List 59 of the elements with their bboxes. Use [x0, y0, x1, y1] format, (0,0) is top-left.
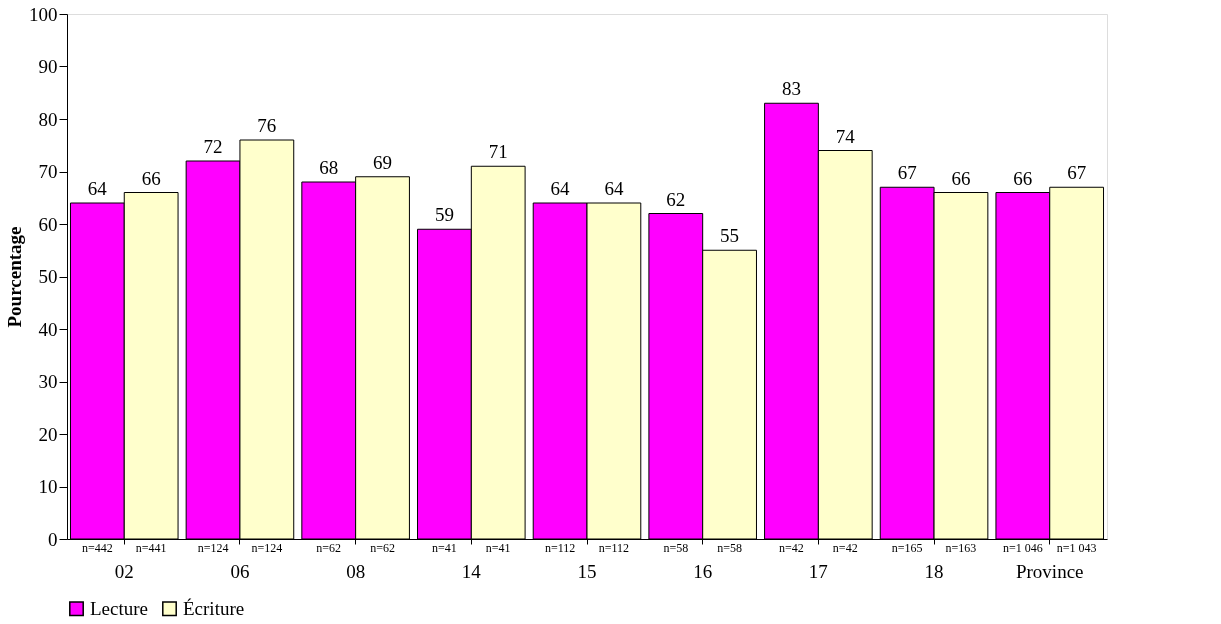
y-axis-title: Pourcentage	[4, 226, 25, 328]
data-label: 64	[604, 178, 624, 199]
data-label: 64	[87, 178, 108, 199]
y-tick-label: 60	[38, 213, 58, 235]
data-label: 66	[141, 167, 161, 189]
data-label: 66	[1013, 167, 1033, 189]
x-tick-label: 17	[808, 560, 828, 582]
data-label: 74	[835, 125, 856, 147]
x-tick-label: 02	[114, 560, 134, 582]
text: n=58	[717, 541, 742, 555]
x-tick-label: 08	[346, 560, 366, 582]
text: n=165	[891, 541, 923, 555]
text: n=42	[832, 541, 858, 555]
y-tick-label: 0	[48, 528, 58, 550]
data-label: 76	[257, 115, 277, 136]
data-label: 59	[434, 204, 454, 226]
data-label: 72	[203, 136, 223, 157]
text: n=62	[316, 541, 342, 555]
text: n=124	[197, 541, 229, 555]
data-label: 62	[666, 188, 686, 210]
text: n=441	[135, 541, 167, 555]
data-label: 69	[373, 151, 393, 173]
text: n=112	[544, 541, 576, 555]
data-label: 67	[1067, 162, 1087, 184]
data-label: 71	[488, 141, 508, 163]
data-label: 67	[897, 162, 917, 184]
legend-label: Écriture	[183, 597, 245, 619]
y-tick-label: 30	[38, 371, 58, 392]
x-tick-label: 16	[693, 560, 713, 582]
x-tick-label: 15	[577, 560, 597, 582]
y-tick-label: 10	[38, 476, 58, 497]
legend-label: Lecture	[90, 597, 149, 619]
x-tick-label: Province	[1015, 560, 1084, 582]
x-tick-label: 18	[924, 560, 944, 582]
text: n=62	[370, 541, 395, 555]
data-label: 64	[550, 178, 571, 199]
y-tick-label: 20	[38, 423, 58, 445]
y-tick-label: 70	[38, 161, 58, 182]
x-tick-label: 14	[461, 560, 482, 582]
text: n=41	[485, 541, 511, 555]
text: n=124	[251, 541, 283, 555]
y-tick-label: 50	[38, 266, 58, 287]
x-tick-label: 06	[230, 560, 250, 582]
text: n=1 043	[1056, 541, 1097, 555]
text: n=1 046	[1002, 541, 1043, 555]
text: n=163	[945, 541, 977, 555]
text: n=442	[81, 541, 113, 555]
text: n=58	[663, 541, 689, 555]
data-label: 55	[720, 225, 740, 247]
data-label: 83	[781, 78, 801, 100]
y-tick-label: 80	[38, 108, 58, 130]
data-label: 68	[319, 157, 339, 178]
data-label: 66	[951, 167, 971, 189]
y-tick-label: 90	[38, 56, 58, 77]
text: n=41	[432, 541, 457, 555]
y-tick-label: 40	[38, 318, 58, 340]
text: n=112	[598, 541, 630, 555]
text: n=42	[779, 541, 804, 555]
y-tick-label: 100	[29, 3, 58, 25]
